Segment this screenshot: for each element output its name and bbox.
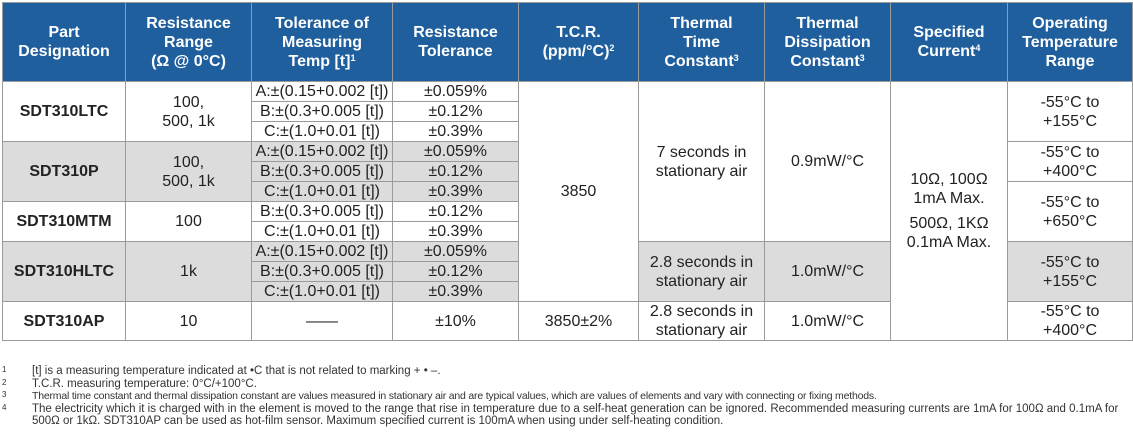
resistance-range: 10 <box>125 301 252 341</box>
resistance-tolerance: ±0.39% <box>392 181 519 202</box>
footnote-text: [t] is a measuring temperature indicated… <box>32 365 441 377</box>
operating-temperature: -55°C to +400°C <box>1007 141 1133 182</box>
resistance-tolerance: ±0.39% <box>392 121 519 142</box>
measuring-tolerance: C:±(1.0+0.01 [t]) <box>251 221 393 242</box>
measuring-tolerance: B:±(0.3+0.005 [t]) <box>251 101 393 122</box>
header-tolerance-measuring-temp: Tolerance of Measuring Temp [t]1 <box>251 2 393 82</box>
measuring-tolerance: C:±(1.0+0.01 [t]) <box>251 181 393 202</box>
thermal-dissipation-constant: 1.0mW/°C <box>764 301 891 341</box>
resistance-tolerance: ±0.39% <box>392 221 519 242</box>
footnote-ref-4: 4 <box>975 43 981 53</box>
resistance-tolerance: ±0.059% <box>392 81 519 102</box>
operating-temperature: -55°C to +155°C <box>1007 81 1133 142</box>
measuring-tolerance: A:±(0.15+0.002 [t]) <box>251 81 393 102</box>
specified-current: 10Ω, 100Ω 1mA Max. 500Ω, 1KΩ 0.1mA Max. <box>890 81 1008 341</box>
part-designation: SDT310LTC <box>2 81 126 142</box>
resistance-tolerance: ±0.39% <box>392 281 519 302</box>
resistance-tolerance: ±0.059% <box>392 141 519 162</box>
measuring-tolerance: A:±(0.15+0.002 [t]) <box>251 141 393 162</box>
thermal-dissipation-constant: 1.0mW/°C <box>764 241 891 302</box>
footnote: 1 [t] is a measuring temperature indicat… <box>2 365 1130 378</box>
table-row: SDT310MTM 100 B:±(0.3+0.005 [t]) ±0.12% <box>2 201 1133 242</box>
footnote-ref-3: 3 <box>733 52 739 63</box>
header-resistance-tolerance: Resistance Tolerance <box>392 2 519 82</box>
operating-temperature: -55°C to +400°C <box>1007 301 1133 341</box>
footnote: 4 The electricity which it is charged wi… <box>2 403 1130 428</box>
operating-temperature: -55°C to +155°C <box>1007 241 1133 302</box>
resistance-tolerance: ±0.059% <box>392 241 519 262</box>
table-row: B:±(0.3+0.005 [t]) ±0.12% <box>3 261 1133 282</box>
table-row: SDT310LTC 100, 500, 1k A:±(0.15+0.002 [t… <box>2 81 1133 341</box>
measuring-tolerance: C:±(1.0+0.01 [t]) <box>251 121 393 142</box>
footnote-ref-3b: 3 <box>859 52 865 63</box>
resistance-range: 100, 500, 1k <box>125 81 252 142</box>
footnote-number: 1 <box>2 365 7 374</box>
table-row: SDT310HLTC 1k A:±(0.15+0.002 [t]) ±0.059… <box>2 241 1133 302</box>
tcr-value: 3850±2% <box>518 301 639 341</box>
resistance-tolerance: ±0.12% <box>392 161 519 182</box>
footnote-number: 2 <box>2 377 7 387</box>
footnote-number: 4 <box>2 402 7 412</box>
header-operating-temperature-range: Operating Temperature Range <box>1007 2 1133 82</box>
measuring-tolerance: —— <box>251 301 393 341</box>
footnote: 2 T.C.R. measuring temperature: 0°C/+100… <box>2 378 1130 391</box>
footnote-text: T.C.R. measuring temperature: 0°C/+100°C… <box>32 377 257 390</box>
thermal-time-constant: 2.8 seconds in stationary air <box>638 301 765 341</box>
measuring-tolerance: C:±(1.0+0.01 [t]) <box>251 281 393 302</box>
header-thermal-dissipation-constant: Thermal Dissipation Constant3 <box>764 2 891 82</box>
measuring-tolerance: B:±(0.3+0.005 [t]) <box>251 201 393 222</box>
tcr-value: 3850 <box>518 81 639 302</box>
footnote-number: 3 <box>2 390 7 400</box>
table-row: C:±(1.0+0.01 [t]) ±0.39% <box>3 221 1133 242</box>
thermal-time-constant: 7 seconds in stationary air <box>638 81 765 242</box>
table-row: C:±(1.0+0.01 [t]) ±0.39% <box>3 121 1133 142</box>
operating-temperature: -55°C to +650°C <box>1007 181 1133 242</box>
table-row: SDT310P 100, 500, 1k A:±(0.15+0.002 [t])… <box>2 141 1133 202</box>
resistance-tolerance: ±10% <box>392 301 519 341</box>
resistance-tolerance: ±0.12% <box>392 201 519 222</box>
footnote: 3 Thermal time constant and thermal diss… <box>2 390 1130 403</box>
footnote-text: Thermal time constant and thermal dissip… <box>32 390 877 403</box>
part-designation: SDT310MTM <box>2 201 126 242</box>
resistance-tolerance: ±0.12% <box>392 261 519 282</box>
footnote-ref-1: 1 <box>350 52 356 63</box>
measuring-tolerance: B:±(0.3+0.005 [t]) <box>251 261 393 282</box>
header-specified-current: Specified Current4 <box>890 2 1008 82</box>
resistance-range: 1k <box>125 241 252 302</box>
footnotes: 1 [t] is a measuring temperature indicat… <box>2 365 1130 428</box>
part-designation: SDT310AP <box>2 301 126 341</box>
table-row: B:±(0.3+0.005 [t]) ±0.12% <box>3 101 1133 122</box>
header-resistance-range: Resistance Range (Ω @ 0°C) <box>125 2 252 82</box>
table-row: SDT310AP 10 —— ±10% 3850±2% 2.8 seconds … <box>2 301 1133 341</box>
part-designation: SDT310P <box>2 141 126 202</box>
measuring-tolerance: A:±(0.15+0.002 [t]) <box>251 241 393 262</box>
header-thermal-time-constant: Thermal Time Constant3 <box>638 2 765 82</box>
footnote-text: The electricity which it is charged with… <box>32 402 1119 428</box>
resistance-range: 100 <box>125 201 252 242</box>
header-tcr: T.C.R. (ppm/°C)2 <box>518 2 639 82</box>
header-part-designation: Part Designation <box>2 2 126 82</box>
specification-table: Part Designation Resistance Range (Ω @ 0… <box>2 2 1133 341</box>
table-row: B:±(0.3+0.005 [t]) ±0.12% <box>3 161 1133 182</box>
footnote-ref-2: 2 <box>609 43 615 53</box>
part-designation: SDT310HLTC <box>2 241 126 302</box>
header-row: Part Designation Resistance Range (Ω @ 0… <box>2 2 1133 82</box>
thermal-time-constant: 2.8 seconds in stationary air <box>638 241 765 302</box>
table-row: C:±(1.0+0.01 [t]) ±0.39% <box>3 281 1133 302</box>
resistance-range: 100, 500, 1k <box>125 141 252 202</box>
thermal-dissipation-constant: 0.9mW/°C <box>764 81 891 242</box>
measuring-tolerance: B:±(0.3+0.005 [t]) <box>251 161 393 182</box>
resistance-tolerance: ±0.12% <box>392 101 519 122</box>
